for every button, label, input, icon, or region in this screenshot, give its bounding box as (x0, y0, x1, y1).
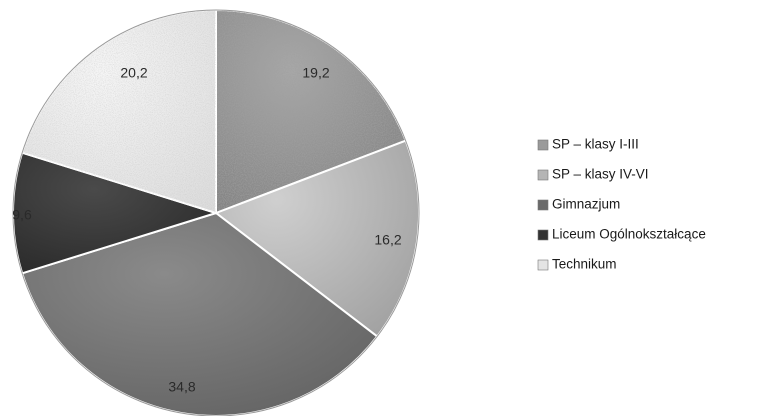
data-label-5: 20,2 (120, 65, 147, 81)
legend-swatch-4 (537, 229, 549, 241)
legend-swatch-2 (537, 169, 549, 181)
legend-label-2: SP – klasy IV-VI (552, 167, 649, 182)
pie-slice-1-texture (216, 10, 406, 213)
data-labels: 19,2 16,2 34,8 9,6 20,2 (12, 65, 402, 395)
pie-outline (12, 9, 420, 416)
pie-slices (12, 8, 420, 416)
legend-label-3: Gimnazjum (552, 197, 620, 212)
pie-slice-5-texture (22, 10, 217, 213)
legend-label-5: Technikum (552, 257, 617, 272)
legend: SP – klasy I-III SP – klasy IV-VI Gimnazju… (537, 137, 706, 272)
legend-swatch-3 (537, 199, 549, 211)
legend-label-1: SP – klasy I-III (552, 137, 639, 152)
data-label-4: 9,6 (12, 207, 32, 223)
legend-swatch-5 (537, 259, 549, 271)
data-label-2: 16,2 (374, 232, 401, 248)
data-label-3: 34,8 (168, 379, 195, 395)
legend-label-4: Liceum Ogólnokształcące (552, 227, 706, 242)
legend-swatch-1 (537, 139, 549, 151)
data-label-1: 19,2 (302, 65, 329, 81)
